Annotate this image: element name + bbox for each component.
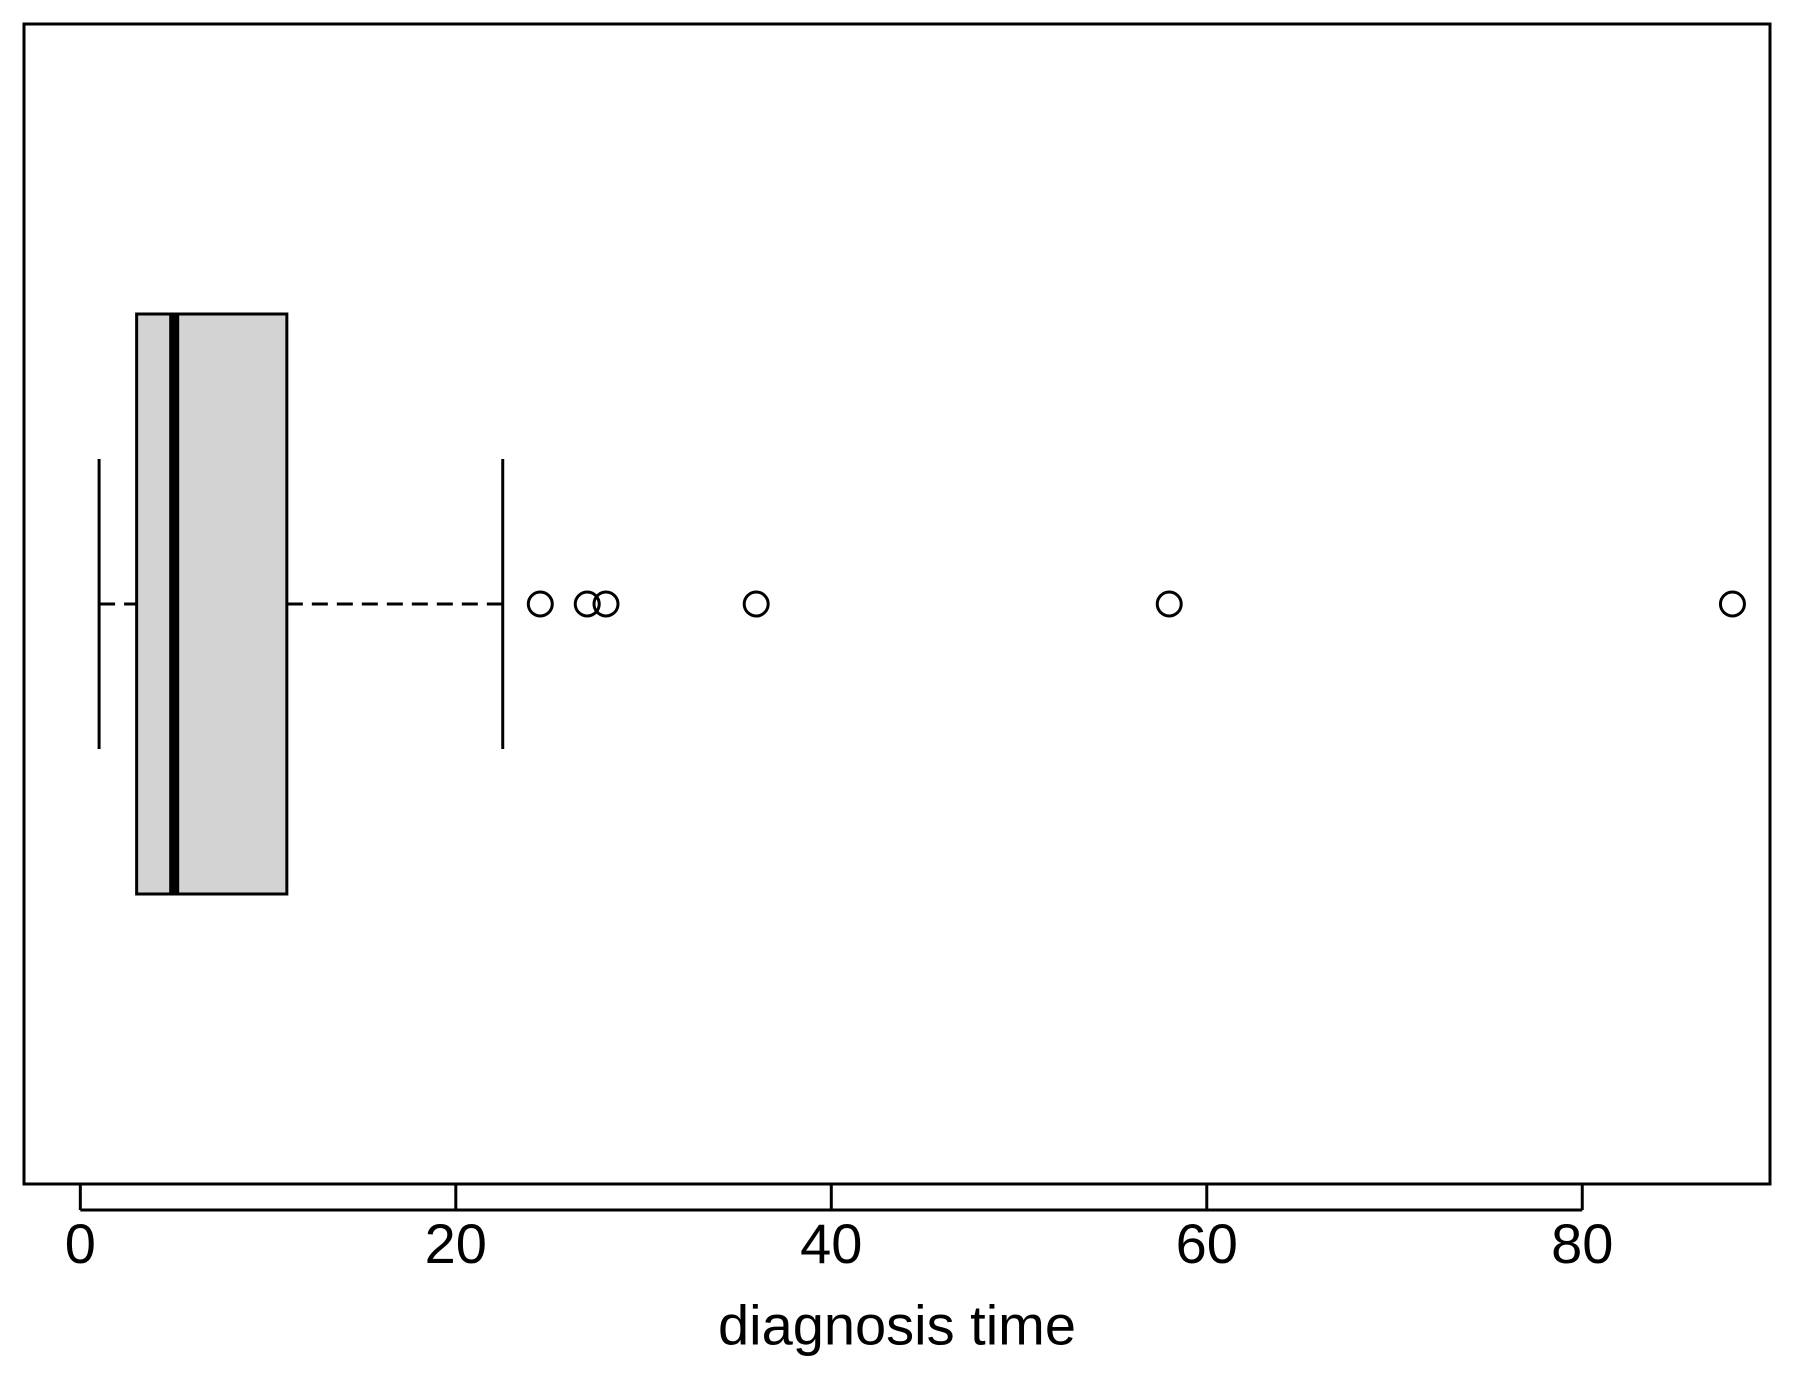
- x-axis-label: diagnosis time: [718, 1293, 1076, 1356]
- outlier-point: [744, 592, 768, 616]
- outlier-point: [594, 592, 618, 616]
- x-tick-label: 40: [800, 1212, 862, 1275]
- outlier-point: [1720, 592, 1744, 616]
- boxplot-chart: 0 20 40 60 80 diagnosis time: [0, 0, 1794, 1379]
- outlier-point: [528, 592, 552, 616]
- box-iqr: [137, 314, 287, 894]
- x-tick-label: 60: [1176, 1212, 1238, 1275]
- x-tick-label: 0: [65, 1212, 96, 1275]
- x-tick-label: 20: [425, 1212, 487, 1275]
- outlier-point: [1157, 592, 1181, 616]
- x-tick-label: 80: [1551, 1212, 1613, 1275]
